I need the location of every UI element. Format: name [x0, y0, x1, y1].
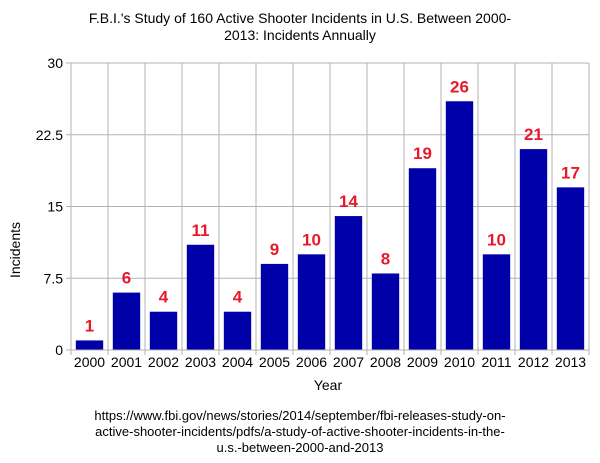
grid-lines [70, 62, 590, 355]
bar-2007 [334, 216, 363, 350]
x-tick-label-2010: 2010 [444, 354, 475, 370]
value-label-2004: 4 [233, 288, 243, 307]
x-tick-label-2007: 2007 [333, 354, 364, 370]
bars [75, 101, 585, 351]
y-tick-label: 7.5 [44, 270, 64, 286]
x-tick-label-2011: 2011 [481, 354, 511, 370]
value-label-2007: 14 [339, 192, 358, 211]
bar-2005 [260, 263, 289, 350]
chart-title-line-1: F.B.I.'s Study of 160 Active Shooter Inc… [88, 10, 512, 26]
x-tick-label-2000: 2000 [74, 354, 105, 370]
value-label-2005: 9 [270, 240, 279, 259]
bar-2000 [75, 340, 104, 350]
x-tick-label-2001: 2001 [111, 354, 142, 370]
y-tick-label: 22.5 [36, 127, 63, 143]
y-tick-label: 15 [47, 199, 63, 215]
source-line-1: https://www.fbi.gov/news/stories/2014/se… [94, 408, 506, 423]
bar-2010 [445, 101, 474, 351]
value-label-2009: 19 [413, 144, 432, 163]
chart-title-line-2: 2013: Incidents Annually [224, 27, 376, 43]
value-label-2001: 6 [122, 269, 131, 288]
y-tick-label: 30 [47, 55, 63, 71]
value-label-2003: 11 [192, 221, 210, 240]
x-axis-label: Year [314, 377, 343, 393]
value-label-2008: 8 [381, 249, 390, 268]
source-line-3: u.s.-between-2000-and-2013 [216, 440, 384, 455]
value-label-2013: 17 [561, 163, 580, 182]
bar-2009 [408, 168, 437, 350]
bar-2002 [149, 311, 178, 350]
x-tick-label-2012: 2012 [518, 354, 549, 370]
value-label-2002: 4 [159, 288, 169, 307]
value-label-2000: 1 [85, 316, 94, 335]
x-tick-label-2003: 2003 [185, 354, 216, 370]
bar-2013 [556, 187, 585, 350]
bar-2008 [371, 273, 400, 350]
bar-chart: 1 6 4 11 4 9 10 14 8 19 26 10 21 17 0 7.5 15 22.5 30 2000 2… [7, 55, 590, 393]
y-tick-label: 0 [55, 342, 63, 358]
value-label-2011: 10 [487, 230, 506, 249]
bar-2001 [112, 292, 141, 350]
x-tick-label-2004: 2004 [222, 354, 253, 370]
x-tick-label-2008: 2008 [370, 354, 401, 370]
y-axis-label: Incidents [7, 222, 23, 278]
bar-2004 [223, 311, 252, 350]
value-label-2010: 26 [450, 77, 469, 96]
bar-2011 [482, 254, 511, 350]
x-tick-label-2013: 2013 [555, 354, 586, 370]
source-line-2: active-shooter-incidents/pdfs/a-study-of… [95, 424, 505, 439]
x-tick-label-2002: 2002 [148, 354, 179, 370]
x-tick-label-2006: 2006 [296, 354, 327, 370]
data-labels: 1 6 4 11 4 9 10 14 8 19 26 10 21 17 [85, 77, 580, 335]
chart-title: F.B.I.'s Study of 160 Active Shooter Inc… [0, 10, 600, 44]
bar-2012 [519, 149, 548, 350]
axes: 0 7.5 15 22.5 30 2000 2001 2002 2003 2004 2005 2006… [36, 55, 589, 370]
x-tick-label-2005: 2005 [259, 354, 290, 370]
x-tick-label-2009: 2009 [407, 354, 438, 370]
source-note: https://www.fbi.gov/news/stories/2014/se… [0, 408, 600, 456]
bar-2006 [297, 254, 326, 350]
bar-2003 [186, 244, 215, 350]
value-label-2012: 21 [524, 125, 543, 144]
value-label-2006: 10 [302, 230, 321, 249]
